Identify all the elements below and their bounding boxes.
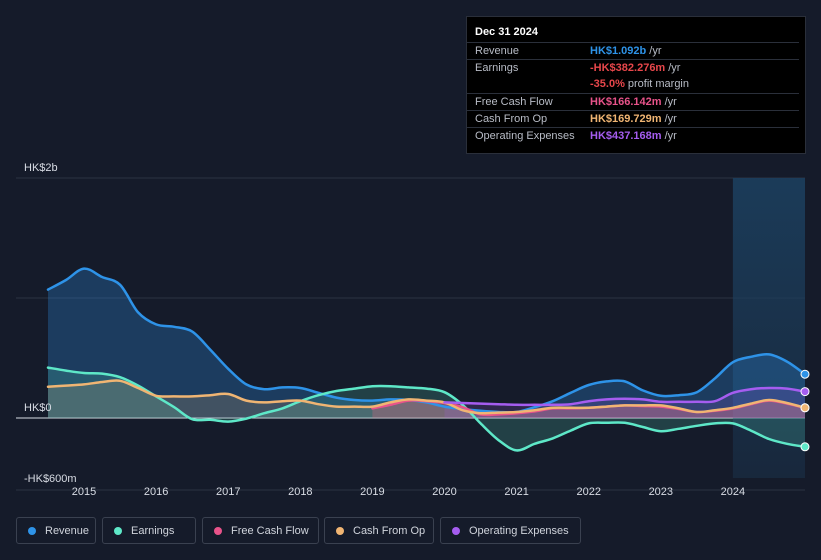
x-axis-label: 2021 (504, 486, 528, 498)
x-axis-label: 2016 (144, 486, 168, 498)
tooltip-row-earnings: Earnings -HK$382.276m/yr (467, 59, 799, 77)
x-axis-label: 2020 (432, 486, 456, 498)
gridlines (16, 177, 805, 491)
operating-expenses-end-marker (800, 387, 810, 397)
tooltip-value-text: HK$437.168m (590, 130, 662, 142)
tooltip-value: HK$437.168m/yr (590, 130, 677, 142)
tooltip-date: Dec 31 2024 (475, 26, 538, 38)
tooltip-value-text: HK$1.092b (590, 45, 647, 57)
tooltip-label: Cash From Op (475, 113, 548, 125)
x-axis-label: 2018 (288, 486, 312, 498)
operating-expenses-line (443, 386, 807, 407)
tooltip-value: HK$169.729m/yr (590, 113, 677, 125)
legend-dot (452, 527, 460, 535)
tooltip: Dec 31 2024 Revenue HK$1.092b/yr Earning… (466, 16, 806, 154)
legend-item-earnings[interactable]: Earnings (102, 517, 196, 544)
earnings-line (46, 366, 807, 452)
tooltip-value-text: HK$169.729m (590, 113, 662, 125)
tooltip-value: HK$166.142m/yr (590, 96, 677, 108)
tooltip-value: -35.0% profit margin (590, 78, 689, 90)
legend-item-cash-from-op[interactable]: Cash From Op (324, 517, 434, 544)
legend-item-operating-expenses[interactable]: Operating Expenses (440, 517, 581, 544)
legend-label: Operating Expenses (469, 525, 569, 537)
x-axis-label: 2023 (649, 486, 673, 498)
revenue-end-marker (800, 369, 810, 379)
series-end-markers (800, 369, 810, 452)
y-axis-label: HK$2b (24, 162, 58, 174)
legend-label: Revenue (45, 525, 90, 537)
tooltip-label: Earnings (475, 62, 519, 74)
legend-dot (214, 527, 222, 535)
tooltip-row-revenue: Revenue HK$1.092b/yr (467, 42, 799, 60)
tooltip-row-free-cash-flow: Free Cash Flow HK$166.142m/yr (467, 93, 799, 111)
tooltip-label: Revenue (475, 45, 520, 57)
cash-from-op-line (46, 379, 807, 415)
tooltip-unit: /yr (664, 113, 677, 125)
y-axis-label: HK$0 (24, 402, 52, 414)
legend-label: Cash From Op (353, 525, 426, 537)
series-lines (46, 267, 807, 452)
tooltip-row-cash-from-op: Cash From Op HK$169.729m/yr (467, 110, 799, 128)
x-axis-label: 2024 (721, 486, 745, 498)
tooltip-label: Operating Expenses (475, 130, 575, 142)
tooltip-value-text: -35.0% (590, 78, 625, 90)
y-axis-label: -HK$600m (24, 473, 77, 485)
tooltip-value-text: -HK$382.276m (590, 62, 666, 74)
tooltip-unit: /yr (668, 62, 681, 74)
tooltip-value: -HK$382.276m/yr (590, 62, 680, 74)
x-axis-label: 2017 (216, 486, 240, 498)
legend-item-revenue[interactable]: Revenue (16, 517, 96, 544)
x-axis-label: 2022 (576, 486, 600, 498)
legend-dot (28, 527, 36, 535)
tooltip-row-operating-expenses: Operating Expenses HK$437.168m/yr (467, 127, 799, 145)
earnings-end-marker (800, 442, 810, 452)
legend-label: Earnings (131, 525, 175, 537)
cash-from-op-area (48, 380, 805, 418)
y-axis-labels: HK$2b HK$0 -HK$600m (24, 162, 77, 485)
x-axis-label: 2015 (72, 486, 96, 498)
tooltip-value-text: HK$166.142m (590, 96, 662, 108)
free-cash-flow-area (372, 400, 805, 418)
x-axis-label: 2019 (360, 486, 384, 498)
cash-from-op-end-marker (800, 403, 810, 413)
legend-label: Free Cash Flow (231, 525, 309, 537)
tooltip-label: Free Cash Flow (475, 96, 553, 108)
series-areas (48, 268, 805, 451)
tooltip-value: HK$1.092b/yr (590, 45, 662, 57)
tooltip-unit: profit margin (627, 78, 689, 90)
legend-item-free-cash-flow[interactable]: Free Cash Flow (202, 517, 319, 544)
tooltip-unit: /yr (664, 130, 677, 142)
legend-dot (114, 527, 122, 535)
tooltip-unit: /yr (664, 96, 677, 108)
tooltip-row-profit-margin: -35.0% profit margin (467, 76, 799, 93)
x-axis-labels: 2015 2016 2017 2018 2019 2020 2021 2022 2023 2024 (72, 486, 745, 498)
tooltip-unit: /yr (649, 45, 662, 57)
legend-dot (336, 527, 344, 535)
earnings-area (48, 367, 805, 451)
